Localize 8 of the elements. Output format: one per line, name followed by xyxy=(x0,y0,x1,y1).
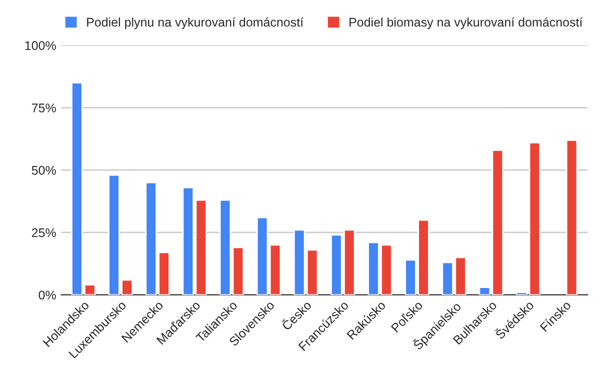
y-tick-label: 75% xyxy=(32,104,56,112)
bar xyxy=(566,139,578,295)
y-tick-label: 100% xyxy=(25,41,56,50)
y-tick-label: 0% xyxy=(38,290,56,300)
y-tick-label: 50% xyxy=(32,166,56,175)
y-tick-label: 25% xyxy=(32,228,56,238)
legend-label: Podiel biomasy na vykurovaní domácností xyxy=(350,17,583,30)
legend-label: Podiel plynu na vykurovaní domácností xyxy=(87,17,304,30)
